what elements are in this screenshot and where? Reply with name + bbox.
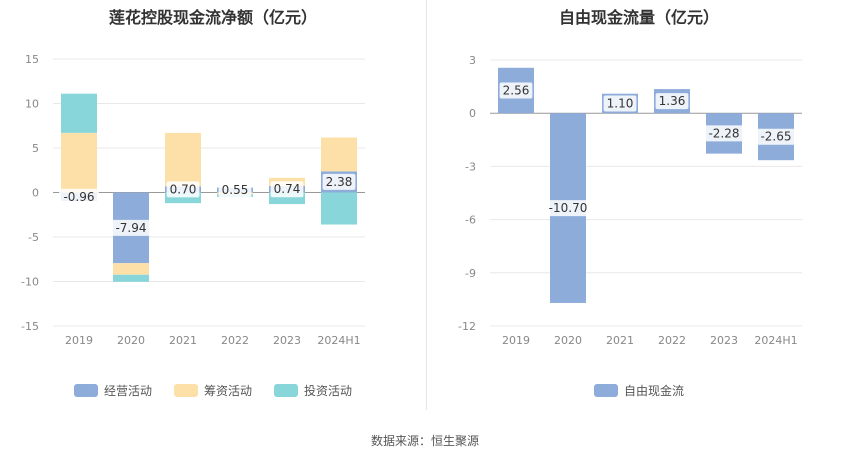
- right-chart-plot: 3 0 -3 -6 -9 -12 2019 2020 2021 2022 2023 2024H1 2.5…: [458, 54, 802, 347]
- y-tick-label: 10: [25, 98, 39, 111]
- x-tick-label: 2019: [502, 334, 530, 347]
- y-tick-label: -15: [21, 320, 39, 333]
- y-tick-label: -3: [465, 160, 476, 173]
- data-label: 0.55: [222, 183, 249, 197]
- data-label-background: [166, 181, 200, 198]
- y-tick-label: -5: [28, 231, 39, 244]
- legend-swatch: [274, 384, 298, 397]
- legend-item[interactable]: 自由现金流: [593, 382, 684, 399]
- data-label-background: [499, 82, 533, 99]
- bar: [113, 274, 149, 282]
- data-label: 2.56: [503, 84, 530, 98]
- data-label: -0.96: [63, 190, 94, 204]
- x-tick-label: 2024H1: [754, 334, 797, 347]
- x-tick-label: 2019: [65, 334, 93, 347]
- bar: [269, 192, 305, 205]
- data-label-background: [655, 93, 689, 110]
- data-label-background: [111, 219, 151, 236]
- x-tick-label: 2020: [554, 334, 582, 347]
- data-source-note: 数据来源：恒生聚源: [370, 434, 479, 448]
- y-tick-label: 5: [32, 142, 39, 155]
- bar: [61, 93, 97, 133]
- data-label-background: [544, 200, 592, 217]
- data-label-background: [270, 181, 304, 198]
- data-label: 0.70: [170, 182, 197, 196]
- legend-label: 自由现金流: [623, 384, 684, 398]
- bar: [165, 132, 201, 187]
- bar: [113, 263, 149, 275]
- y-tick-label: -9: [465, 267, 476, 280]
- y-tick-label: 3: [469, 54, 476, 67]
- data-label: -2.28: [708, 126, 739, 140]
- data-label: -10.70: [549, 201, 588, 215]
- legend-item[interactable]: 筹资活动: [173, 382, 252, 399]
- x-tick-label: 2024H1: [317, 334, 360, 347]
- x-tick-label: 2023: [273, 334, 301, 347]
- legend-swatch: [73, 384, 98, 397]
- data-label-background: [322, 173, 356, 190]
- legend-swatch: [593, 384, 618, 397]
- x-tick-label: 2020: [117, 334, 145, 347]
- right-chart-panel: 自由现金流量（亿元） 3 0 -3 -6 -9 -12 2019 2020 2021 2022 20…: [428, 0, 850, 410]
- data-label-background: [218, 182, 252, 199]
- data-label: 0.74: [274, 182, 301, 196]
- legend-swatch: [173, 384, 198, 397]
- left-chart-panel: 莲花控股现金流净额（亿元） 15 10 5 0 -5 -10 -15 2019 2020 2021…: [0, 0, 426, 410]
- x-tick-label: 2021: [606, 334, 634, 347]
- legend-item[interactable]: 投资活动: [274, 382, 352, 399]
- bar: [321, 192, 357, 225]
- bar: [165, 192, 201, 204]
- data-label-background: [59, 188, 99, 205]
- bar: [321, 137, 357, 172]
- data-label-background: [704, 125, 744, 142]
- y-tick-label: -12: [458, 320, 476, 333]
- data-label: -7.94: [115, 221, 146, 235]
- left-chart-title: 莲花控股现金流净额（亿元）: [108, 8, 317, 27]
- legend-label: 经营活动: [103, 384, 152, 398]
- data-label-background: [756, 128, 796, 145]
- bar: [61, 132, 97, 193]
- data-label-background: [603, 95, 637, 112]
- y-tick-label: 0: [32, 187, 39, 200]
- panel-divider: [426, 0, 427, 410]
- left-chart-legend: 经营活动 筹资活动 投资活动: [0, 382, 426, 399]
- x-tick-label: 2022: [221, 334, 249, 347]
- legend-label: 投资活动: [304, 384, 353, 398]
- data-label: 1.10: [607, 96, 634, 110]
- right-chart-legend: 自由现金流: [428, 382, 850, 399]
- y-tick-label: 0: [469, 107, 476, 120]
- data-label: 1.36: [659, 94, 686, 108]
- data-label: 2.38: [326, 175, 353, 189]
- right-chart-title: 自由现金流量（亿元）: [558, 8, 719, 27]
- x-tick-label: 2023: [710, 334, 738, 347]
- x-tick-label: 2022: [658, 334, 686, 347]
- y-tick-label: 15: [25, 53, 39, 66]
- y-tick-label: -10: [21, 276, 39, 289]
- y-tick-label: -6: [465, 214, 476, 227]
- x-tick-label: 2021: [169, 334, 197, 347]
- legend-label: 筹资活动: [203, 384, 252, 398]
- legend-item[interactable]: 经营活动: [73, 382, 152, 399]
- data-label: -2.65: [760, 130, 791, 144]
- left-chart-plot: 15 10 5 0 -5 -10 -15 2019 2020 2021 2022 2023 2024H1…: [21, 53, 365, 347]
